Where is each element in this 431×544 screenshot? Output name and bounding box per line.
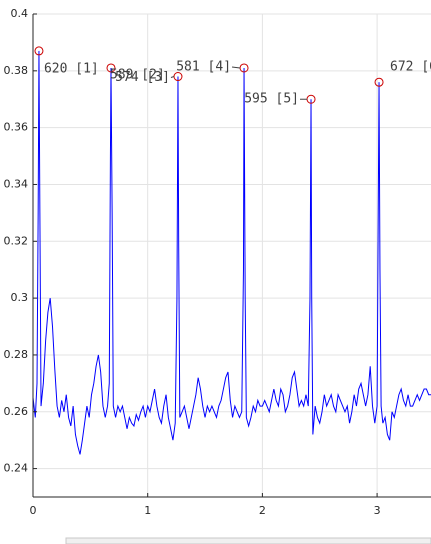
x-tick-label: 2: [259, 504, 266, 517]
x-tick-label: 1: [144, 504, 151, 517]
plot: 620 [1] 589 [2]574 [3] 581 [4] 595 [5] 672 […: [32, 46, 431, 455]
scroll-bar: [65, 537, 431, 544]
y-tick-label: 0.24: [4, 462, 29, 475]
peak-label: 581 [4]: [176, 59, 231, 74]
x-tick-label: 0: [30, 504, 37, 517]
y-tick-label: 0.4: [11, 7, 29, 20]
leader-line: [170, 76, 175, 78]
peak-marker: [106, 63, 116, 73]
peak-label: 620 [1]: [44, 61, 99, 76]
leader-line: [231, 66, 241, 69]
y-tick-label: 0.32: [4, 234, 29, 247]
signal-line: [32, 50, 431, 455]
peak-label: 589 [2]: [110, 67, 165, 82]
y-tick-label: 0.26: [4, 405, 29, 418]
peak-marker: [34, 46, 44, 56]
y-tick-label: 0.36: [4, 121, 29, 134]
peak-label: 672 [6]: [390, 60, 431, 75]
x-tick-label: 3: [374, 504, 381, 517]
y-tick-label: 0.3: [11, 291, 29, 304]
y-tick-label: 0.38: [4, 64, 29, 77]
peak-label: 595 [5]: [244, 92, 299, 107]
peak-label: 574 [3]: [115, 70, 170, 85]
peak-marker: [374, 77, 384, 87]
y-tick-label: 0.34: [4, 177, 29, 190]
y-tick-label: 0.28: [4, 348, 29, 361]
